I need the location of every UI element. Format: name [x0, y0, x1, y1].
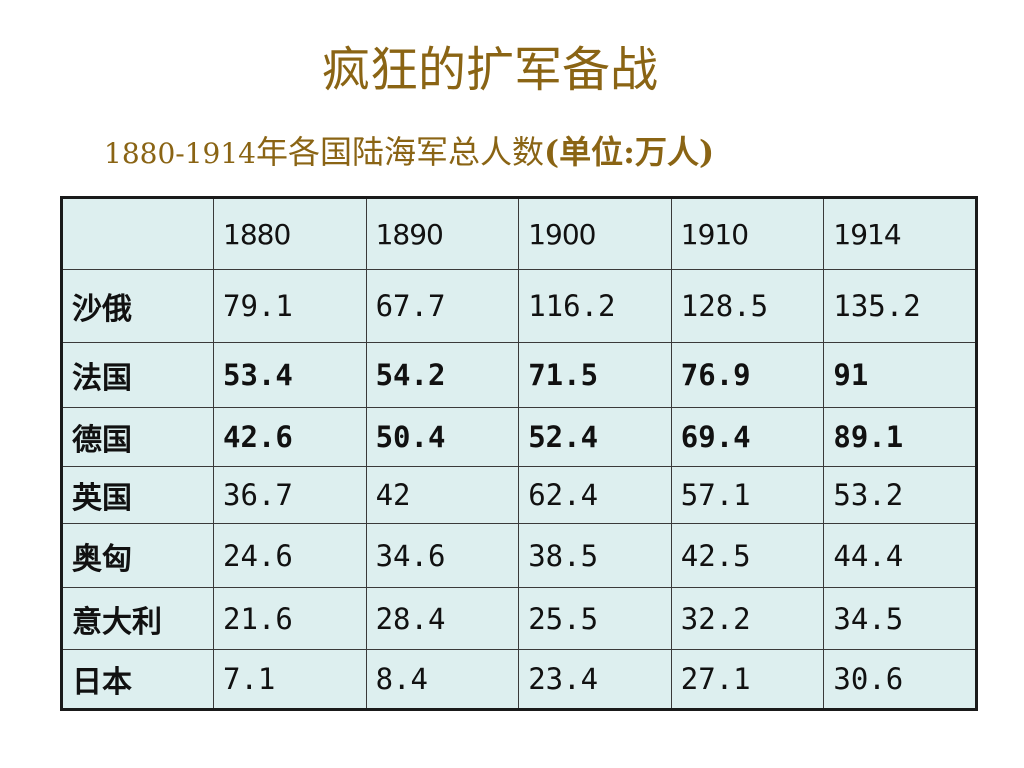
table-row: 日本 7.1 8.4 23.4 27.1 30.6 — [61, 649, 977, 710]
value-cell: 24.6 — [213, 523, 367, 588]
value-cell: 116.2 — [518, 269, 672, 343]
table-row: 法国 53.4 54.2 71.5 76.9 91 — [61, 342, 977, 408]
country-cell: 意大利 — [61, 587, 214, 650]
value-cell: 67.7 — [365, 269, 520, 343]
value-cell: 36.7 — [213, 466, 367, 524]
subtitle-unit: (单位:万人) — [544, 133, 715, 171]
country-cell: 法国 — [61, 342, 214, 408]
value-cell: 54.2 — [365, 342, 520, 408]
header-row: 1880 1890 1900 1910 1914 — [61, 197, 977, 270]
value-cell: 69.4 — [670, 407, 825, 467]
value-cell: 34.5 — [823, 587, 977, 650]
value-cell: 57.1 — [670, 466, 825, 524]
value-cell: 27.1 — [670, 649, 825, 710]
value-cell: 79.1 — [213, 269, 367, 343]
value-cell: 53.2 — [823, 466, 977, 524]
table-row: 德国 42.6 50.4 52.4 69.4 89.1 — [61, 407, 977, 467]
value-cell: 76.9 — [670, 342, 825, 408]
country-cell: 德国 — [61, 407, 214, 467]
slide-subtitle: 1880-1914年各国陆海军总人数(单位:万人) — [104, 130, 714, 176]
year-header-cell: 1914 — [823, 197, 977, 270]
value-cell: 21.6 — [213, 587, 367, 650]
value-cell: 135.2 — [823, 269, 977, 343]
value-cell: 44.4 — [823, 523, 977, 588]
value-cell: 62.4 — [518, 466, 672, 524]
value-cell: 30.6 — [823, 649, 977, 710]
value-cell: 89.1 — [823, 407, 977, 467]
value-cell: 91 — [823, 342, 977, 408]
value-cell: 32.2 — [670, 587, 825, 650]
value-cell: 42.6 — [213, 407, 367, 467]
table-row: 意大利 21.6 28.4 25.5 32.2 34.5 — [61, 587, 977, 650]
value-cell: 38.5 — [518, 523, 672, 588]
value-cell: 53.4 — [213, 342, 367, 408]
year-header-cell: 1900 — [518, 197, 672, 270]
value-cell: 7.1 — [213, 649, 367, 710]
value-cell: 42.5 — [670, 523, 825, 588]
value-cell: 128.5 — [670, 269, 825, 343]
value-cell: 23.4 — [518, 649, 672, 710]
subtitle-years: 1880-1914 — [104, 137, 256, 170]
country-cell: 日本 — [61, 649, 214, 710]
value-cell: 42 — [365, 466, 520, 524]
value-cell: 71.5 — [518, 342, 672, 408]
header-corner-cell — [61, 197, 214, 270]
country-cell: 沙俄 — [61, 269, 214, 343]
value-cell: 52.4 — [518, 407, 672, 467]
value-cell: 8.4 — [365, 649, 520, 710]
year-header-cell: 1890 — [365, 197, 520, 270]
value-cell: 28.4 — [365, 587, 520, 650]
table-row: 沙俄 79.1 67.7 116.2 128.5 135.2 — [61, 269, 977, 343]
table-row: 英国 36.7 42 62.4 57.1 53.2 — [61, 466, 977, 524]
value-cell: 50.4 — [365, 407, 520, 467]
troop-table: 1880 1890 1900 1910 1914 沙俄 79.1 67.7 11… — [60, 196, 978, 711]
country-cell: 奥匈 — [61, 523, 214, 588]
table-row: 奥匈 24.6 34.6 38.5 42.5 44.4 — [61, 523, 977, 588]
year-header-cell: 1910 — [670, 197, 825, 270]
value-cell: 25.5 — [518, 587, 672, 650]
country-cell: 英国 — [61, 466, 214, 524]
year-header-cell: 1880 — [213, 197, 367, 270]
slide-title: 疯狂的扩军备战 — [321, 42, 658, 98]
subtitle-text: 年各国陆海军总人数 — [255, 133, 544, 171]
value-cell: 34.6 — [365, 523, 520, 588]
